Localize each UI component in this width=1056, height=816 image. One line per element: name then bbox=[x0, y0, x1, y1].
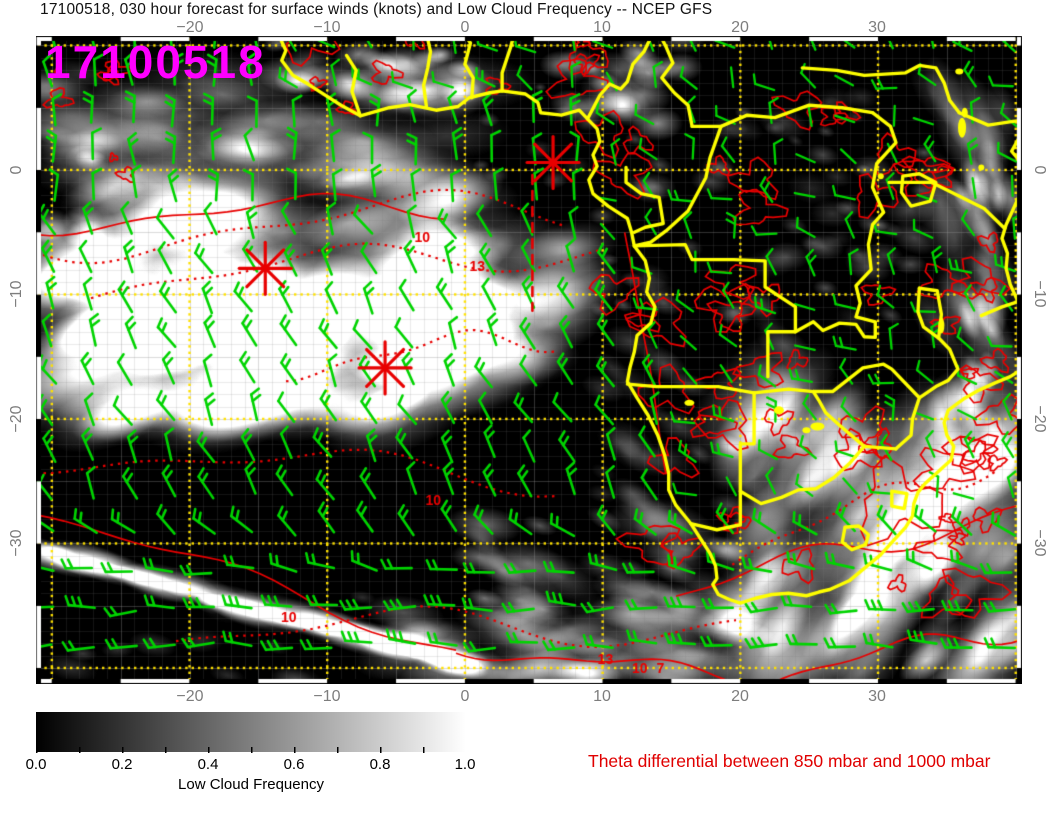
x-tick-top-0: 0 bbox=[460, 19, 470, 36]
x-tick-top-30: 30 bbox=[868, 19, 886, 36]
y-tick-right--10: −10 bbox=[1031, 280, 1048, 308]
colorbar-tick-0.4: 0.4 bbox=[197, 756, 219, 773]
chart-title: 17100518, 030 hour forecast for surface … bbox=[40, 1, 713, 18]
y-tick-right--20: −20 bbox=[1031, 405, 1048, 433]
x-tick-top--20: −20 bbox=[176, 19, 204, 36]
colorbar-tick-1.0: 1.0 bbox=[454, 756, 476, 773]
x-tick-top-20: 20 bbox=[731, 19, 749, 36]
x-tick-top--10: −10 bbox=[313, 19, 341, 36]
x-tick-bot--10: −10 bbox=[313, 688, 341, 705]
colorbar-ticks bbox=[36, 747, 466, 753]
map-canvas bbox=[36, 36, 1022, 684]
colorbar-tick-0.8: 0.8 bbox=[369, 756, 391, 773]
y-tick-left--30: −30 bbox=[8, 529, 25, 557]
x-tick-top-10: 10 bbox=[593, 19, 611, 36]
x-tick-bot-0: 0 bbox=[460, 688, 470, 705]
y-tick-left--10: −10 bbox=[8, 280, 25, 308]
colorbar-tick-0.6: 0.6 bbox=[283, 756, 305, 773]
theta-annotation: Theta differential between 850 mbar and … bbox=[588, 751, 991, 771]
x-tick-bot-20: 20 bbox=[731, 688, 749, 705]
colorbar-caption: Low Cloud Frequency bbox=[178, 776, 324, 793]
x-tick-bot-10: 10 bbox=[593, 688, 611, 705]
map-plot-area: 17100518 bbox=[36, 36, 1022, 684]
x-tick-bot--20: −20 bbox=[176, 688, 204, 705]
y-tick-left--20: −20 bbox=[8, 405, 25, 433]
timestamp-overlay: 17100518 bbox=[45, 36, 266, 88]
x-tick-bot-30: 30 bbox=[868, 688, 886, 705]
y-tick-right--30: −30 bbox=[1031, 529, 1048, 557]
colorbar-gradient bbox=[36, 712, 466, 752]
y-tick-right-0: 0 bbox=[1031, 165, 1048, 175]
colorbar-tick-0.0: 0.0 bbox=[25, 756, 47, 773]
colorbar-tick-0.2: 0.2 bbox=[111, 756, 133, 773]
y-tick-left-0: 0 bbox=[8, 165, 25, 175]
